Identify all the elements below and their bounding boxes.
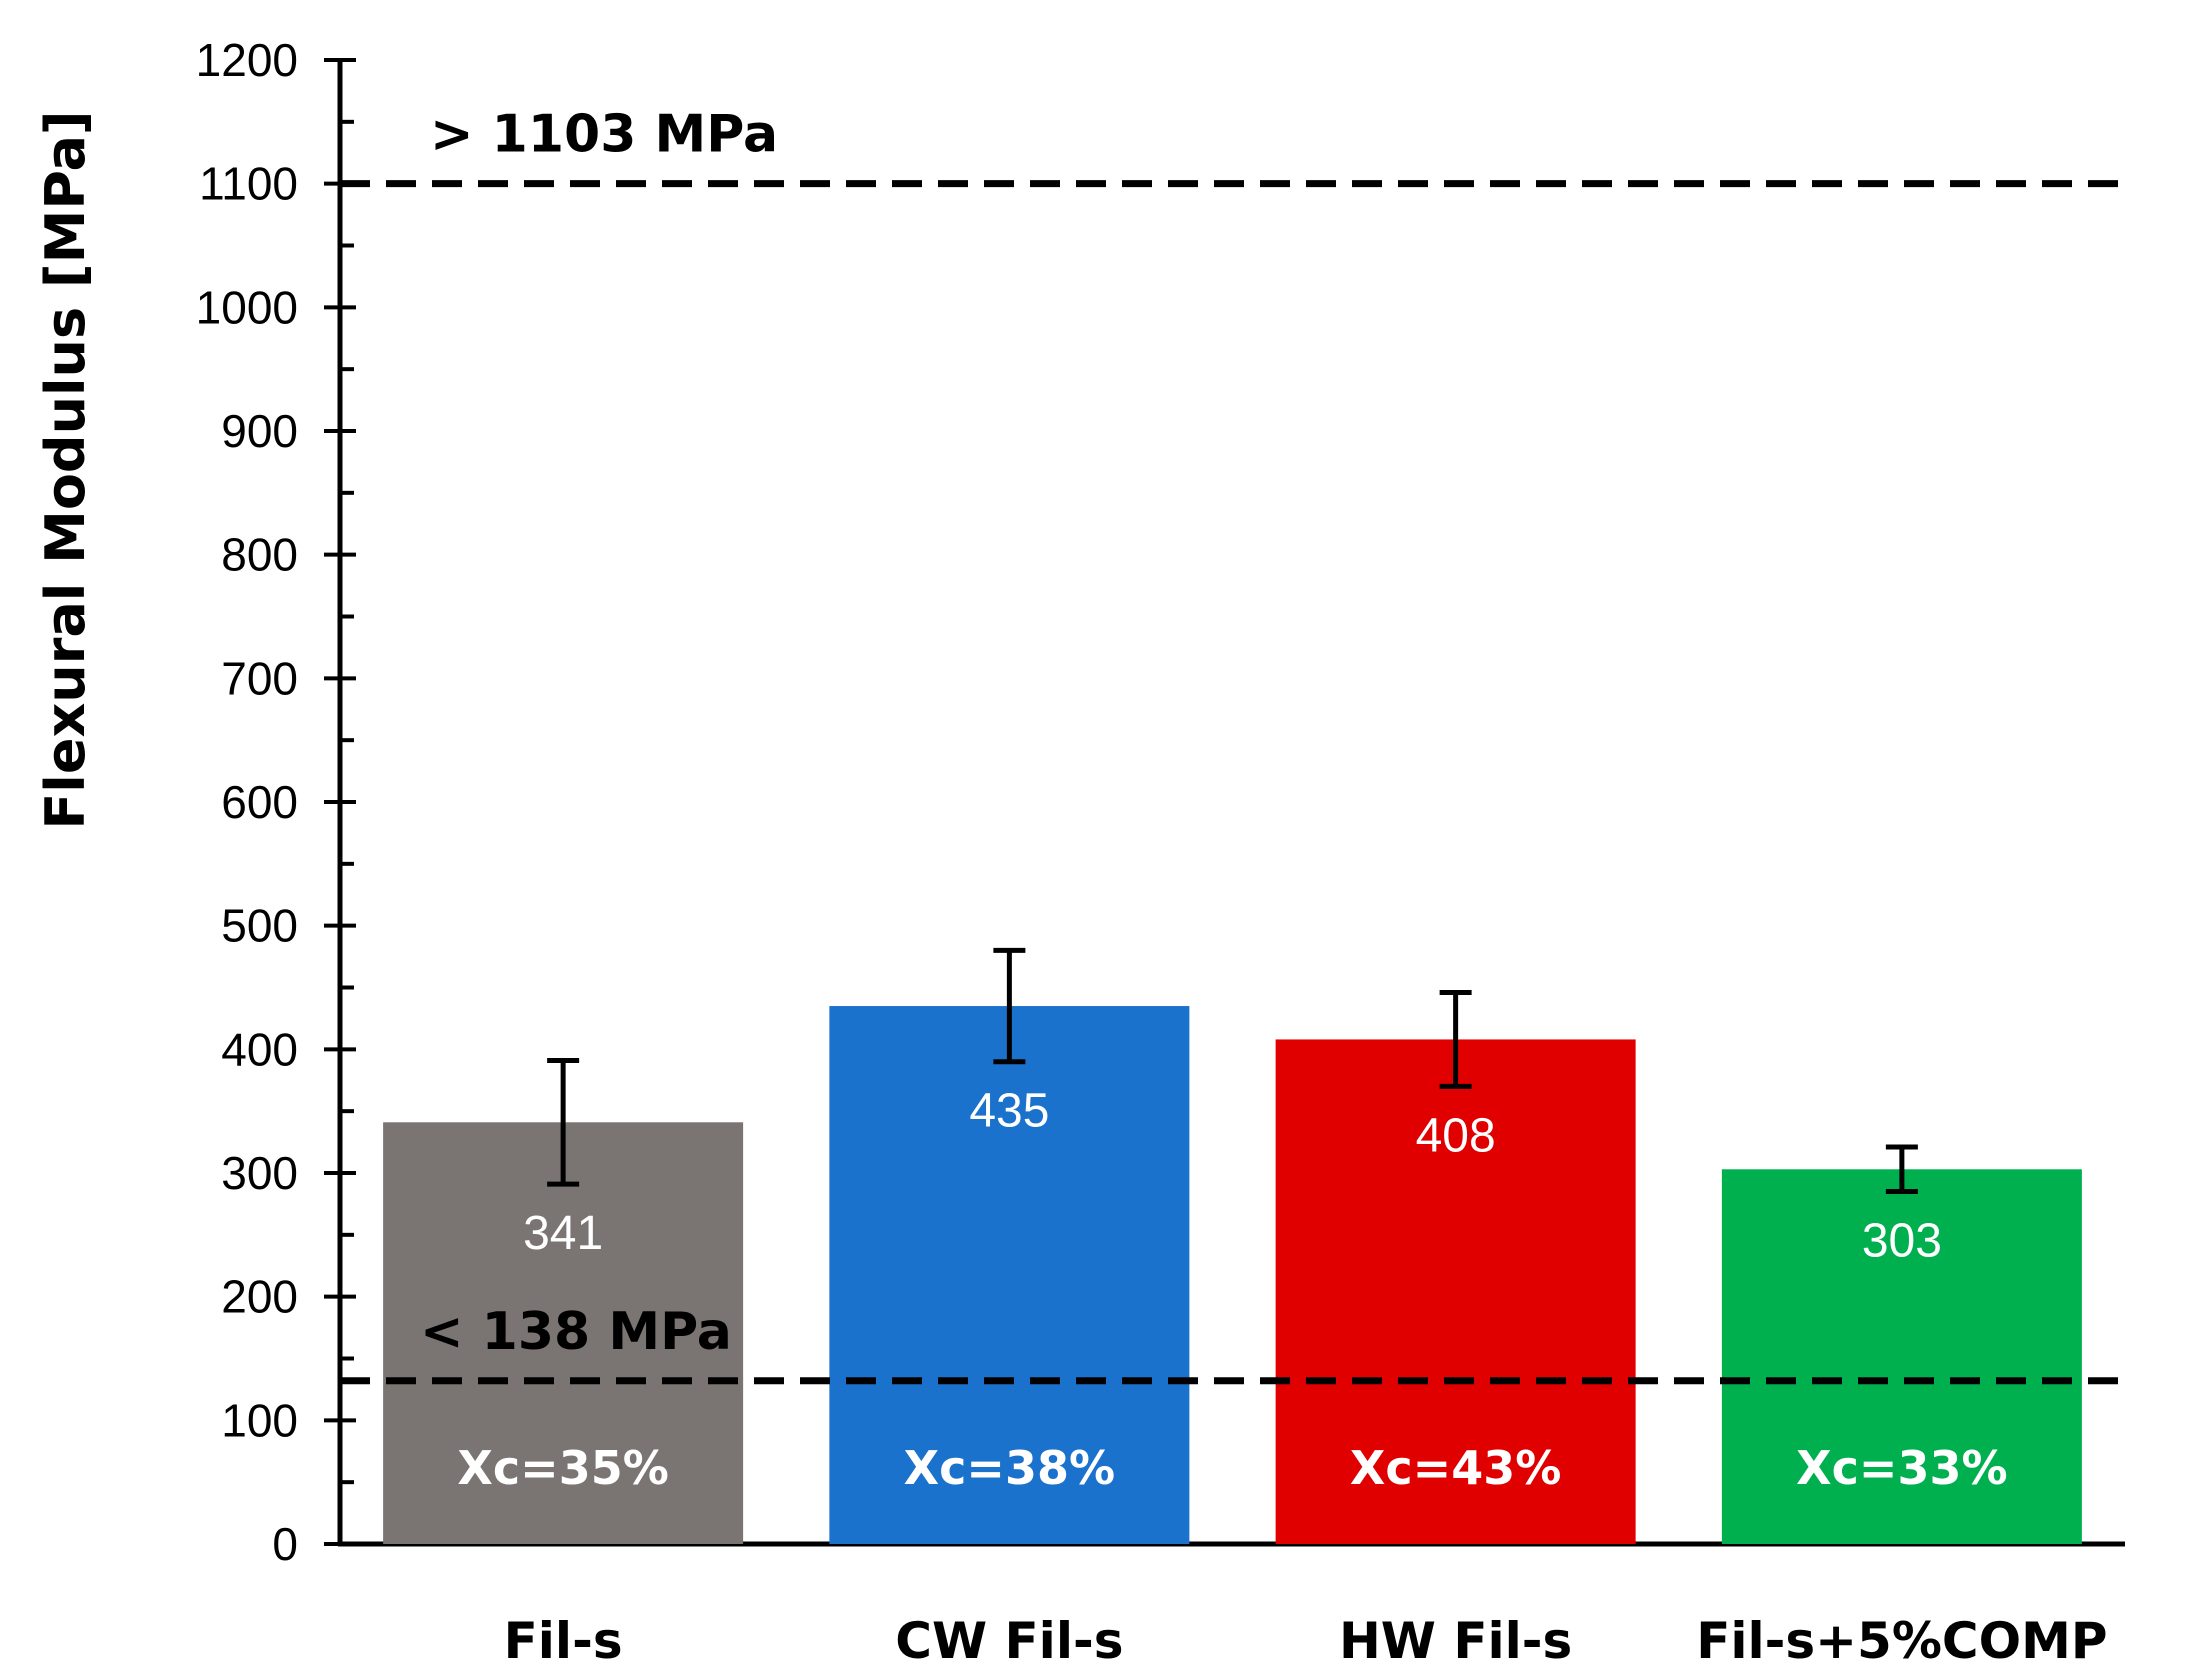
reference-lines: > 1103 MPa < 138 MPa <box>340 105 2125 1385</box>
crystallinity-label: Xc=38% <box>904 1441 1115 1495</box>
labels: 341 Xc=35% Fil-s 435 Xc=38% CW Fil-s 408 Xc=43%… <box>457 1085 2107 1670</box>
bars <box>383 1006 2082 1544</box>
data-label: 435 <box>969 1085 1049 1138</box>
y-tick-label: 300 <box>221 1147 298 1199</box>
reference-line-label: < 138 MPa <box>420 1302 732 1362</box>
data-label: 341 <box>523 1207 603 1260</box>
x-category-label: Fil-s+5%COMP <box>1696 1612 2107 1670</box>
y-tick-label: 0 <box>272 1518 298 1570</box>
y-tick-label: 900 <box>221 405 298 457</box>
y-tick-label: 800 <box>221 529 298 581</box>
bar <box>383 1122 744 1544</box>
y-tick-label: 700 <box>221 652 298 704</box>
y-tick-label: 500 <box>221 900 298 952</box>
x-category-label: Fil-s <box>504 1612 623 1670</box>
reference-line-label: > 1103 MPa <box>430 105 778 165</box>
data-label: 408 <box>1416 1109 1496 1162</box>
data-label: 303 <box>1862 1215 1942 1268</box>
y-tick-label: 100 <box>221 1394 298 1446</box>
crystallinity-label: Xc=35% <box>457 1441 668 1495</box>
y-tick-label: 400 <box>221 1023 298 1075</box>
y-tick-label: 1200 <box>196 34 298 86</box>
y-tick-label: 1000 <box>196 281 298 333</box>
y-tick-label: 1100 <box>199 158 298 210</box>
error-bars <box>547 947 1918 1195</box>
x-category-label: HW Fil-s <box>1339 1612 1572 1670</box>
crystallinity-label: Xc=43% <box>1350 1441 1561 1495</box>
bar <box>829 1006 1190 1544</box>
y-tick-label: 600 <box>221 776 298 828</box>
y-tick-label: 200 <box>221 1271 298 1323</box>
bar <box>1275 1039 1636 1544</box>
y-axis-label: Flexural Modulus [MPa] <box>34 110 97 829</box>
bar <box>1721 1169 2082 1544</box>
axes: 0 100 200 300 400 500 600 700 800 900 1000 1100 1200 <box>196 34 2125 1570</box>
x-category-label: CW Fil-s <box>895 1612 1123 1670</box>
crystallinity-label: Xc=33% <box>1796 1441 2007 1495</box>
